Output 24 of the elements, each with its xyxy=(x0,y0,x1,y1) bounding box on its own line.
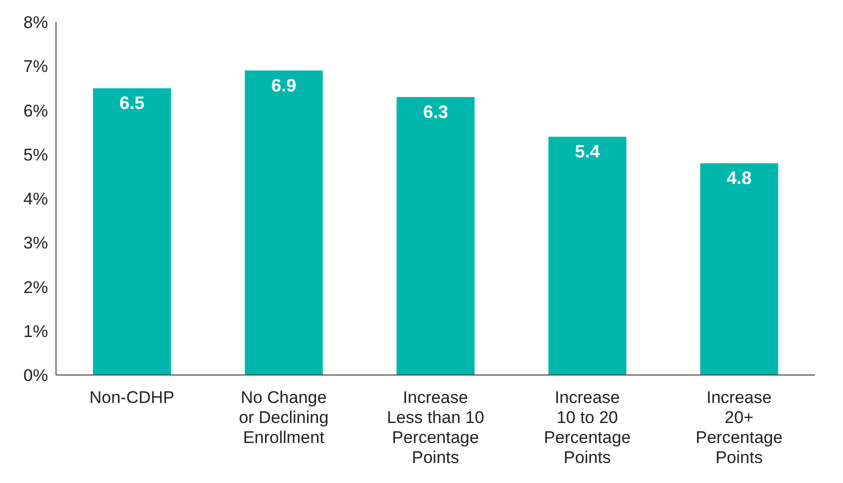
data-label: 5.4 xyxy=(574,142,600,162)
bar xyxy=(548,136,626,375)
x-tick-label: Increase 10 to 20 Percentage Points xyxy=(544,388,631,467)
data-label: 6.9 xyxy=(271,75,296,96)
x-tick-label: No Change or Declining Enrollment xyxy=(238,388,329,447)
x-tick-label: Increase 20+ Percentage Points xyxy=(696,388,783,467)
bar xyxy=(244,70,323,375)
data-label: 6.5 xyxy=(119,92,145,113)
data-label: 4.8 xyxy=(726,168,752,188)
bar xyxy=(700,163,778,375)
y-tick-label: 4% xyxy=(23,190,48,209)
y-tick-label: 8% xyxy=(23,13,48,32)
bar xyxy=(93,88,171,375)
x-tick-label: Increase Less than 10 Percentage Points xyxy=(386,388,484,467)
y-tick-label: 2% xyxy=(23,278,48,297)
data-label: 6.3 xyxy=(423,102,448,122)
bar xyxy=(396,97,475,375)
y-tick-label: 7% xyxy=(23,57,48,76)
y-tick-label: 5% xyxy=(23,145,48,164)
y-tick-label: 3% xyxy=(23,234,48,253)
x-tick-label: Non-CDHP xyxy=(89,388,174,407)
y-tick-label: 1% xyxy=(23,322,48,341)
y-tick-label: 6% xyxy=(23,101,48,120)
y-tick-label: 0% xyxy=(23,366,48,386)
